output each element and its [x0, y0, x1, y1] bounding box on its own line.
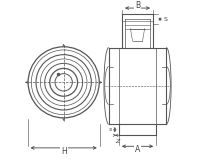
Text: A: A [135, 145, 140, 154]
Text: s: s [109, 127, 112, 132]
Text: Z: Z [115, 139, 119, 144]
Text: H: H [61, 147, 67, 156]
Text: S: S [163, 17, 167, 22]
Text: B: B [135, 1, 140, 10]
